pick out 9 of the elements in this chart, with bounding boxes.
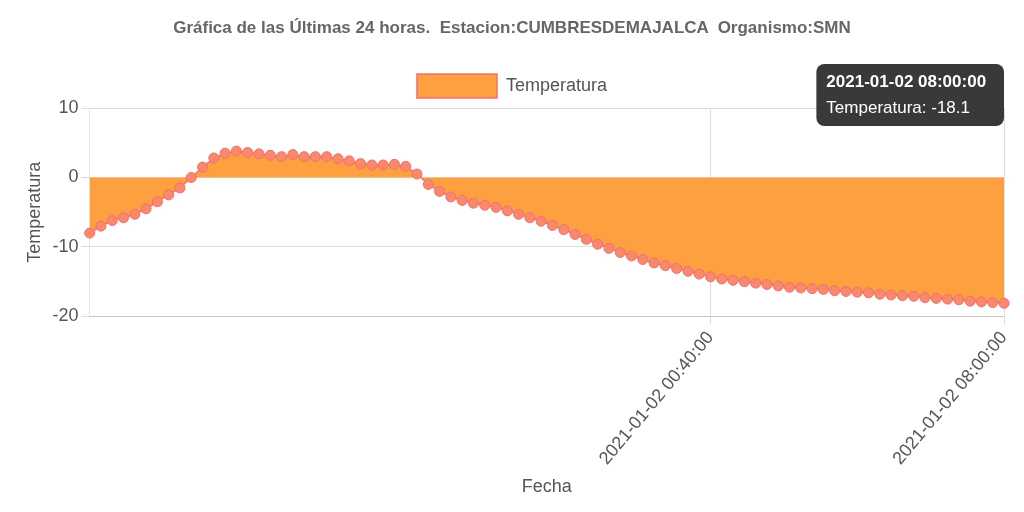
chart-title: Gráfica de las Últimas 24 horas. Estacion:CUMBRESDEMAJALCA Organismo:SMN bbox=[172, 18, 852, 38]
y-tick-label: -20 bbox=[52, 305, 79, 326]
y-tick-label: 0 bbox=[68, 166, 79, 187]
y-axis-title: Temperatura bbox=[23, 160, 44, 263]
x-axis-title: Fecha bbox=[521, 476, 573, 497]
legend-label: Temperatura bbox=[505, 74, 609, 95]
y-tick-label: 10 bbox=[58, 96, 79, 117]
y-tick-label: -10 bbox=[52, 235, 79, 256]
annotation: 2021-01-02 08:00:00 Temperatura: -18.1 bbox=[826, 71, 987, 117]
